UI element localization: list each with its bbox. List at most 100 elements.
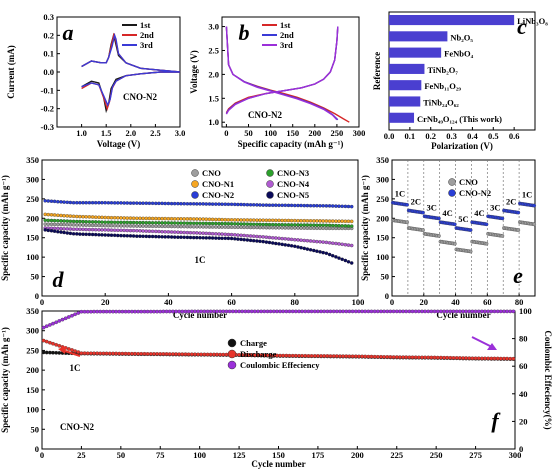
panel-f-point-Coulombic Effeciency <box>227 309 232 314</box>
panel-d-point-CNO-N3 <box>343 224 348 228</box>
panel-f-point-Coulombic Effeciency <box>152 309 156 314</box>
panel-d-legend-marker <box>191 180 199 188</box>
panel-d-point-CNO-N2 <box>248 203 253 207</box>
panel-e-rate-label: 5C <box>458 214 468 224</box>
panel-f-point-Discharge <box>316 354 320 358</box>
panel-f-point-Coulombic Effeciency <box>486 309 491 314</box>
panel-d-point-CNO-N1 <box>62 213 66 218</box>
panel-f-point-Coulombic Effeciency <box>470 309 475 314</box>
panel-d-point-CNO <box>327 226 332 231</box>
panel-d-point-CNO-N3 <box>233 222 237 226</box>
panel-d-point-CNO-N1 <box>330 219 335 223</box>
panel-f-point-Discharge <box>467 356 472 361</box>
panel-d-point-CNO-N4 <box>289 237 294 242</box>
panel-d-point-CNO-N1 <box>261 218 265 222</box>
panel-d-point-CNO-N4 <box>280 236 284 241</box>
panel-f-point-Discharge <box>101 351 106 356</box>
panel-d-point-CNO-N5 <box>125 234 130 238</box>
panel-d-point-CNO-N2 <box>305 203 310 208</box>
panel-d-point-CNO-N3 <box>103 220 107 224</box>
panel-d-point-CNO-N3 <box>280 222 284 227</box>
panel-d-point-CNO-N1 <box>251 218 256 222</box>
panel-d-xlabel: Cycle number <box>173 310 227 320</box>
panel-f-point-Coulombic Effeciency <box>328 309 333 314</box>
panel-d-point-CNO-N3 <box>185 221 190 225</box>
panel-d-point-CNO <box>122 224 126 228</box>
panel-d-point-CNO <box>179 224 183 229</box>
panel-f-point-Coulombic Effeciency <box>142 309 147 314</box>
panel-e-xtick-label: 40 <box>451 297 460 307</box>
panel-f-point-Discharge <box>379 354 383 359</box>
panel-f-point-Coulombic Effeciency <box>379 309 383 314</box>
panel-f-xtick-label: 25 <box>77 450 86 460</box>
panel-d-point-CNO-N5 <box>157 234 161 239</box>
panel-d-point-CNO <box>119 224 123 228</box>
panel-d-point-CNO-N4 <box>264 235 269 239</box>
panel-f-point-Coulombic Effeciency <box>174 309 178 314</box>
panel-d-point-CNO-N2 <box>349 204 354 209</box>
panel-a-ylabel: Current (mA) <box>6 45 16 99</box>
panel-d-point-CNO-N3 <box>321 223 325 227</box>
panel-f-point-Discharge <box>278 353 282 358</box>
panel-f-point-Discharge <box>394 355 399 359</box>
panel-f-point-Discharge <box>404 355 409 360</box>
panel-d-point-CNO-N2 <box>191 202 196 206</box>
panel-d-point-CNO-N4 <box>312 239 316 244</box>
panel-d-legend-marker <box>191 191 199 199</box>
panel-f-point-Discharge <box>148 352 153 356</box>
panel-d-legend-label: CNO-N5 <box>277 190 309 200</box>
panel-d-point-CNO-N3 <box>327 223 332 228</box>
panel-d-point-CNO-N5 <box>166 235 171 239</box>
panel-f-point-Discharge <box>360 354 364 359</box>
panel-d-point-CNO-N4 <box>185 230 190 235</box>
panel-d-point-CNO <box>169 224 174 229</box>
panel-f-point-Discharge <box>189 352 194 357</box>
panel-d-point-CNO-N4 <box>182 230 186 235</box>
panel-d-point-CNO-N3 <box>204 221 209 226</box>
panel-f-point-Discharge <box>508 356 513 361</box>
panel-f-point-Coulombic Effeciency <box>107 309 112 314</box>
panel-f-point-Discharge <box>95 351 100 356</box>
panel-b-xtick-label: 0 <box>224 128 228 138</box>
panel-d-point-CNO-N1 <box>78 214 82 219</box>
panel-d-point-CNO-N3 <box>201 221 205 226</box>
panel-d-legend-label: CNO <box>202 168 221 178</box>
panel-d-point-CNO-N2 <box>59 200 63 204</box>
panel-d-point-CNO-N2 <box>188 202 193 206</box>
panel-d-point-CNO-N4 <box>226 232 231 237</box>
panel-e-point-CNO <box>405 220 409 225</box>
panel-d-point-CNO-N2 <box>296 203 300 208</box>
panel-d-point-CNO-N5 <box>49 229 54 233</box>
panel-d-point-CNO-N5 <box>337 256 341 260</box>
panel-d-point-CNO-N1 <box>154 216 158 221</box>
panel-f-point-Coulombic Effeciency <box>246 309 251 314</box>
panel-d-point-CNO-N2 <box>283 203 288 208</box>
panel-d-point-CNO <box>299 226 303 230</box>
panel-d-point-CNO <box>245 225 250 230</box>
panel-f-point-Coulombic Effeciency <box>54 320 59 325</box>
panel-d-point-CNO-N1 <box>46 212 51 217</box>
panel-d-point-CNO-N3 <box>106 220 111 224</box>
panel-d-point-CNO-N5 <box>270 241 275 245</box>
panel-f-point-Coulombic Effeciency <box>281 309 286 314</box>
panel-b-ytick-label: 2.0 <box>208 69 219 79</box>
panel-d-point-CNO-N5 <box>296 245 300 249</box>
panel-d-point-CNO-N4 <box>220 232 224 236</box>
panel-d-point-CNO-N1 <box>59 213 63 218</box>
panel-f-point-Coulombic Effeciency <box>57 319 62 323</box>
panel-f-point-Coulombic Effeciency <box>189 309 194 314</box>
panel-d-point-CNO-N3 <box>315 223 319 227</box>
panel-d-point-CNO-N1 <box>255 218 259 222</box>
panel-f-point-Coulombic Effeciency <box>404 309 409 314</box>
panel-d-point-CNO-N3 <box>239 222 243 226</box>
panel-d-point-CNO-N1 <box>185 217 190 221</box>
panel-d-point-CNO-N1 <box>201 217 205 221</box>
panel-e-point-CNO <box>500 234 505 238</box>
panel-f-point-Discharge <box>51 341 55 346</box>
panel-e-xtick-label: 60 <box>483 297 492 307</box>
panel-d-point-CNO-N3 <box>125 220 130 225</box>
panel-d-point-CNO <box>217 225 221 229</box>
panel-d-point-CNO-N4 <box>141 229 145 233</box>
panel-f-point-Discharge <box>322 354 327 358</box>
panel-d-point-CNO-N5 <box>93 232 98 237</box>
